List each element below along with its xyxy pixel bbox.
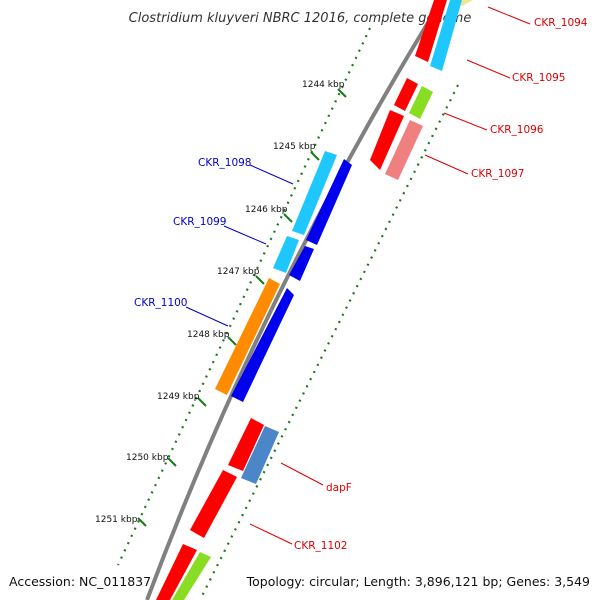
gene-ckr-1097[interactable] [385,120,423,180]
tick-mark [197,397,207,407]
gene-ckr-1095[interactable] [430,0,462,71]
tick-label: 1244 kbp [302,80,345,90]
gene-green-partial[interactable] [172,552,211,600]
gene-red-reverse[interactable] [394,78,418,111]
gene-label-dapf[interactable]: dapF [326,482,352,494]
gene-label-ckr-1097[interactable]: CKR_1097 [471,168,524,180]
gene-label-ckr-1102[interactable]: CKR_1102 [294,540,347,552]
tick-marks [137,88,347,527]
tick-label: 1247 kbp [217,267,260,277]
tick-mark [227,336,237,346]
connector-line [466,59,511,79]
outer-dotted-ring [199,84,459,600]
tick-label: 1248 kbp [187,330,230,340]
tick-label: 1251 kbp [95,515,138,525]
connector-line [443,112,488,131]
map-title: Clostridium kluyveri NBRC 12016, complet… [129,11,472,26]
gene-label-ckr-1095[interactable]: CKR_1095 [512,72,565,84]
gene-label-ckr-1100[interactable]: CKR_1100 [134,297,187,309]
gene-ckr-1096[interactable] [409,86,433,119]
tick-label: 1250 kbp [126,453,169,463]
tick-label: 1249 kbp [157,392,200,402]
gene-ckr-1098[interactable] [292,151,337,235]
connector-line [424,154,469,175]
forward-strand-genes [215,151,352,402]
reverse-strand-genes [156,0,473,600]
tick-label: 1245 kbp [273,142,316,152]
gene-red-reverse[interactable] [156,544,197,600]
gene-ckr-1094[interactable] [415,0,447,62]
connector-line [249,523,293,545]
connector-line [249,164,294,185]
gene-red-reverse[interactable] [370,110,404,170]
gene-label-ckr-1098[interactable]: CKR_1098 [198,157,251,169]
label-connectors [185,6,531,545]
gene-label-ckr-1099[interactable]: CKR_1099 [173,216,226,228]
connector-line [185,306,229,327]
connector-line [487,6,531,25]
gene-blue-forward[interactable] [231,288,294,402]
gene-blue-forward[interactable] [306,159,352,245]
gene-red-reverse[interactable] [228,418,264,471]
gene-ckr-1102[interactable] [190,470,237,538]
accession-text: Accession: NC_011837 [9,574,151,589]
tick-mark [337,88,347,98]
inner-dotted-ring [117,27,371,566]
gene-ckr-1099[interactable] [273,236,299,273]
gene-ckr-1100[interactable] [215,278,280,395]
topology-text: Topology: circular; Length: 3,896,121 bp… [246,574,590,589]
gene-dapf[interactable] [241,426,279,484]
tick-label: 1246 kbp [245,205,288,215]
genome-backbone [145,0,444,600]
connector-line [223,225,267,245]
tick-mark [137,517,147,527]
gene-blue-forward[interactable] [289,246,314,281]
tick-mark [283,213,293,223]
connector-line [280,462,324,486]
gene-label-ckr-1094[interactable]: CKR_1094 [534,17,588,29]
tick-mark [310,151,320,161]
tick-mark [255,275,265,285]
tick-mark [167,457,177,467]
gene-label-ckr-1096[interactable]: CKR_1096 [490,124,544,136]
